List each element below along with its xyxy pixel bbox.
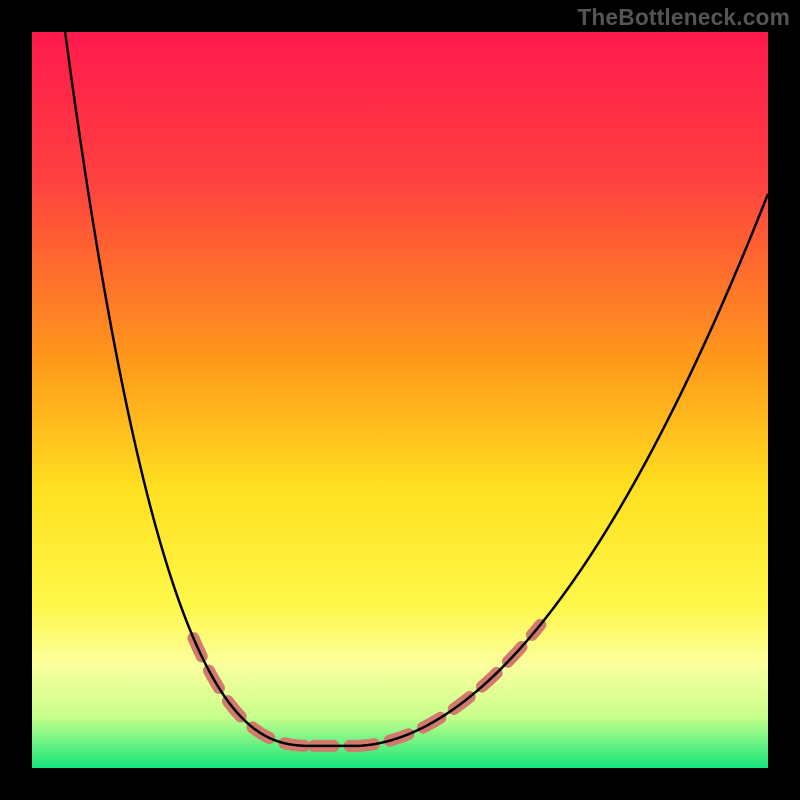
chart-stage: TheBottleneck.com (0, 0, 800, 800)
watermark-text: TheBottleneck.com (577, 4, 790, 31)
gradient-background (32, 32, 768, 768)
bottleneck-chart (0, 0, 800, 800)
